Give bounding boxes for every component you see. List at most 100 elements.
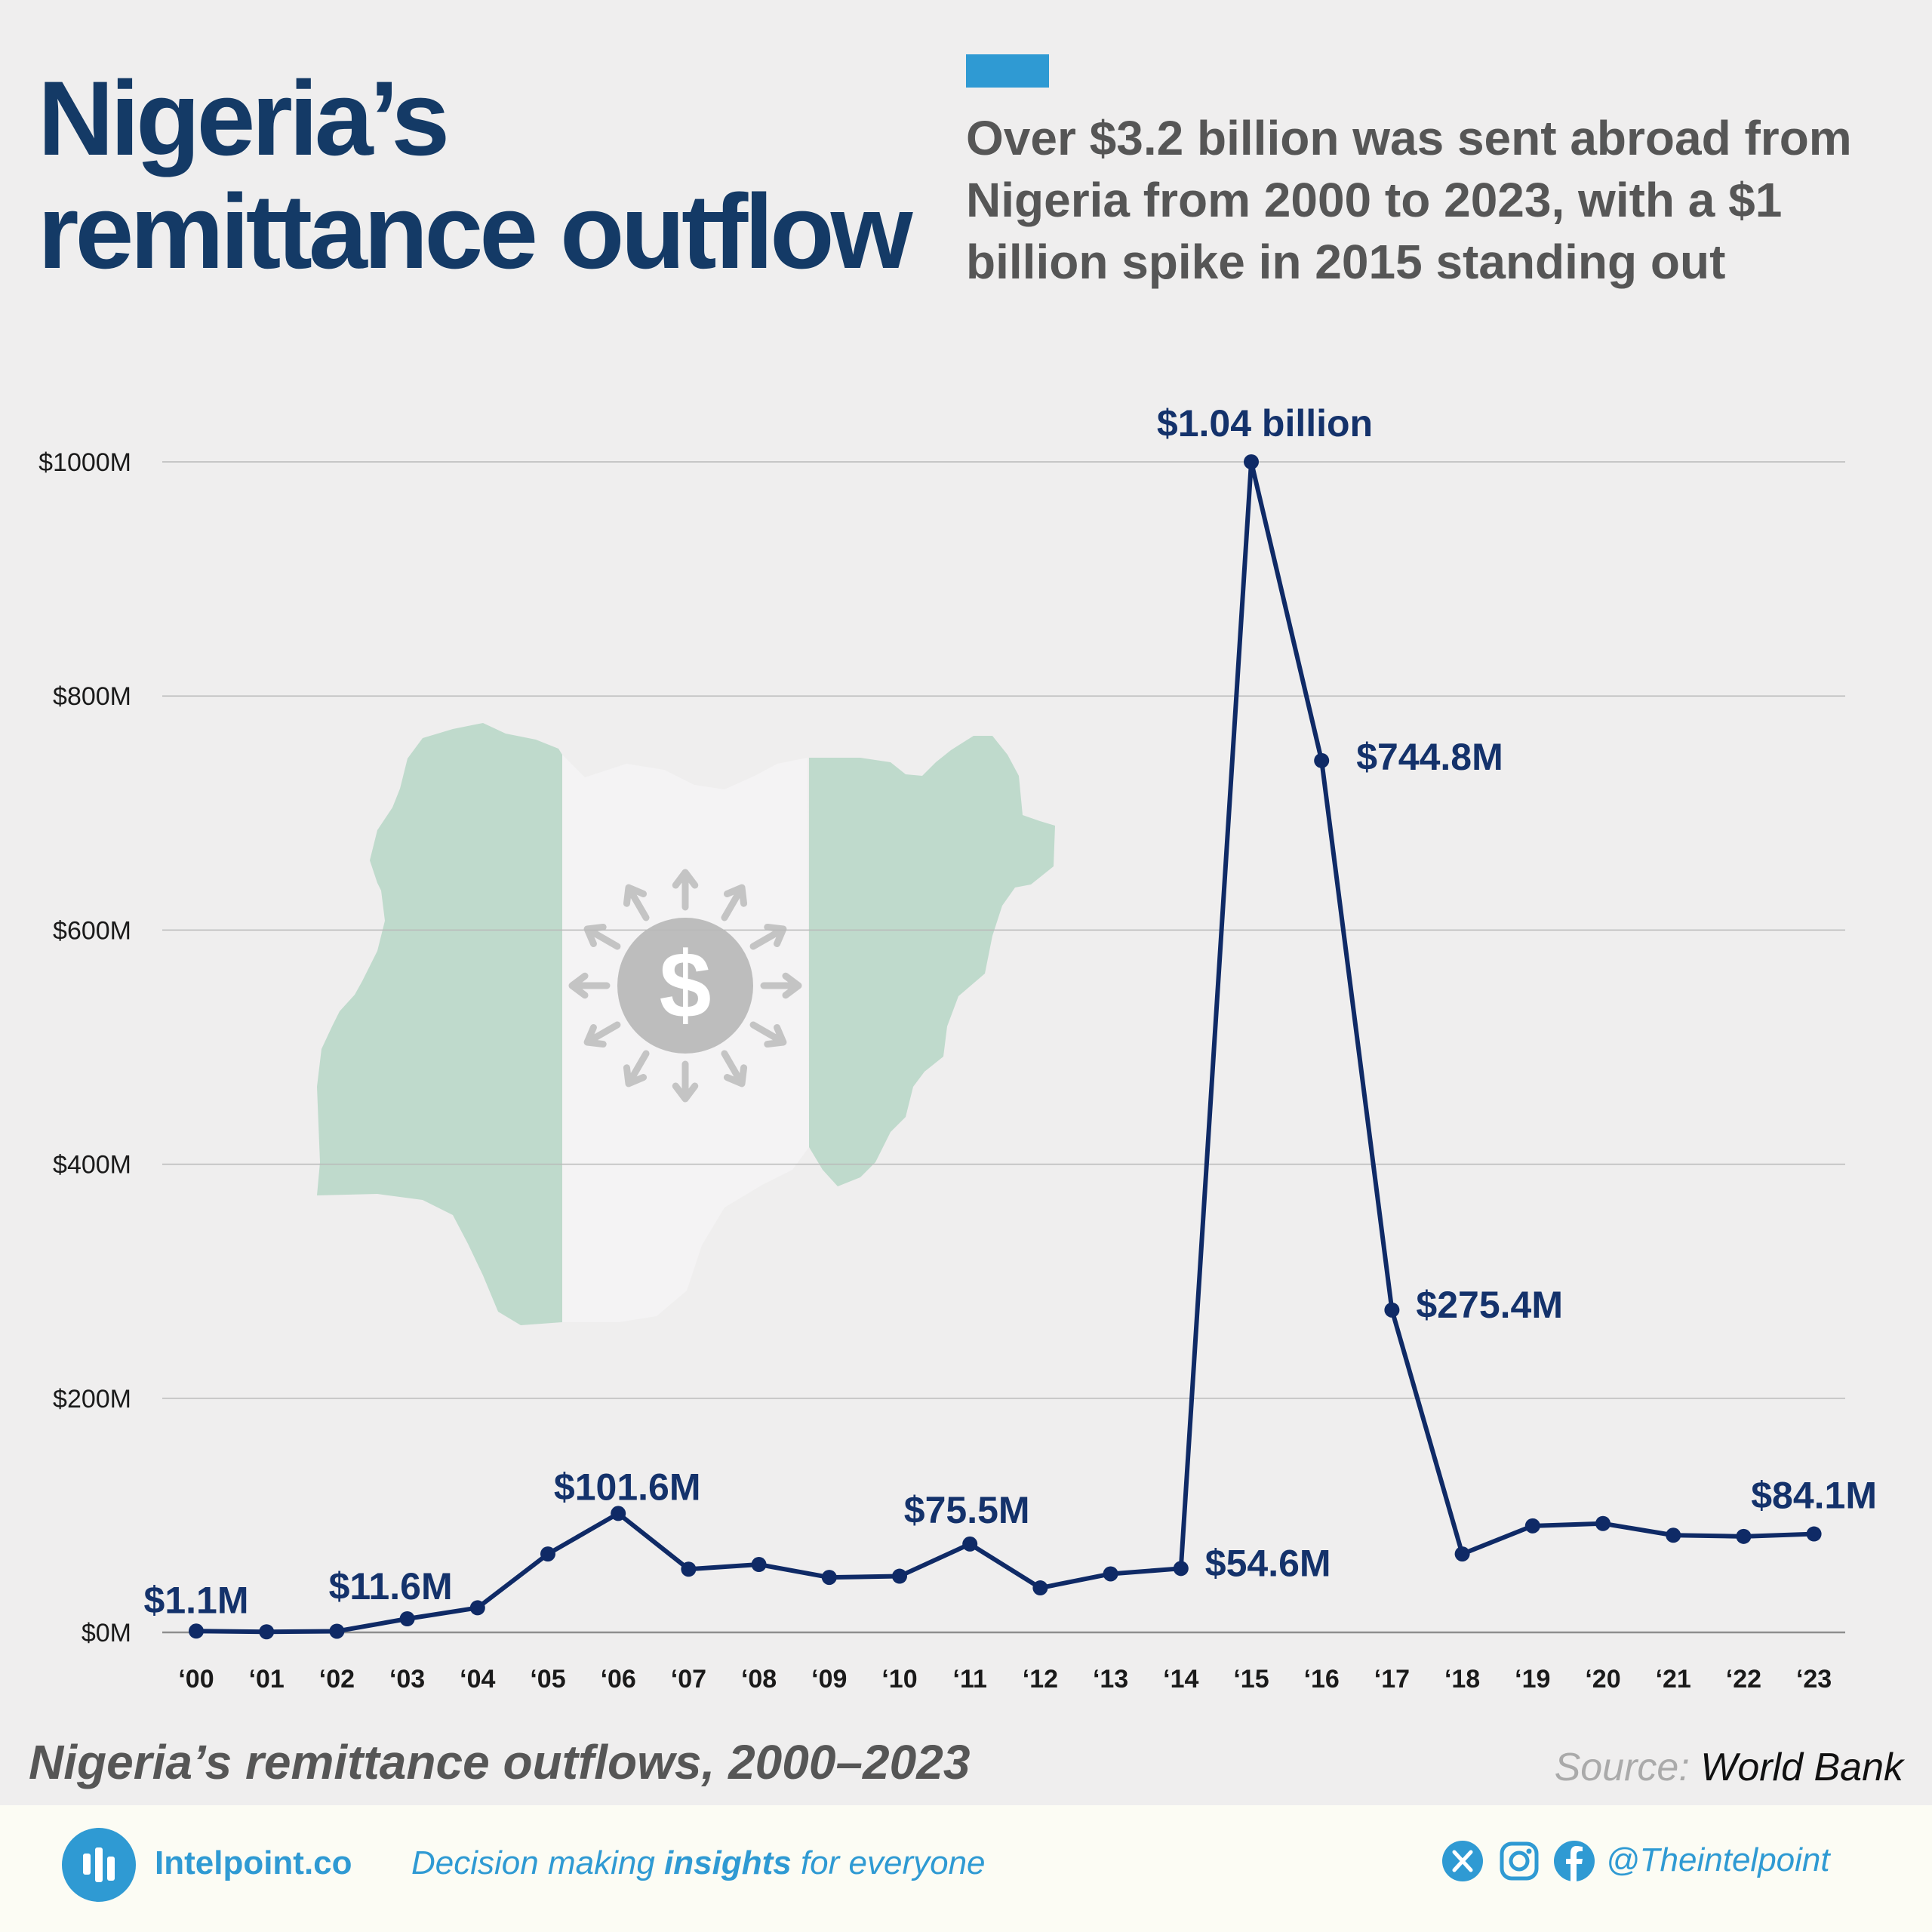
x-tick-label: ‘01	[249, 1665, 285, 1694]
x-tick-label: ‘09	[811, 1665, 847, 1694]
x-tick-label: ‘05	[530, 1665, 565, 1694]
data-point	[1032, 1580, 1048, 1596]
outflow-arrow	[721, 1050, 748, 1088]
outflow-arrow	[721, 884, 748, 921]
data-point	[189, 1623, 204, 1639]
data-point	[611, 1506, 626, 1521]
data-point	[1244, 454, 1259, 469]
subtitle: Over $3.2 billion was sent abroad from N…	[966, 111, 1852, 289]
y-tick-label: $400M	[53, 1151, 131, 1180]
x-tick-label: ‘16	[1304, 1665, 1340, 1694]
data-point	[1454, 1546, 1470, 1562]
title-line-2: remittance outflow	[38, 172, 913, 291]
y-tick-label: $1000M	[38, 448, 131, 477]
data-label: $54.6M	[1205, 1542, 1331, 1584]
x-tick-label: ‘18	[1444, 1665, 1480, 1694]
series-line	[194, 460, 1817, 1635]
x-tick-label: ‘14	[1163, 1665, 1198, 1694]
x-tick-label: ‘02	[319, 1665, 355, 1694]
data-label: $11.6M	[329, 1565, 453, 1607]
dollar-symbol: $	[660, 934, 712, 1038]
data-point	[1173, 1561, 1189, 1577]
tagline-pre: Decision making	[411, 1844, 665, 1881]
data-point	[469, 1600, 485, 1616]
outflow-arrow	[583, 1021, 621, 1048]
data-point	[1595, 1515, 1611, 1531]
x-tick-label: ‘08	[741, 1665, 777, 1694]
footer	[0, 1805, 1932, 1932]
x-tick-label: ‘03	[389, 1665, 425, 1694]
data-point	[1103, 1566, 1118, 1582]
data-point	[1384, 1302, 1400, 1318]
intelpoint-logo-icon[interactable]	[62, 1828, 136, 1902]
tagline-post: for everyone	[791, 1844, 986, 1881]
y-tick-label: $800M	[53, 682, 131, 711]
dollar-coin	[617, 918, 753, 1054]
outflow-arrow	[623, 1050, 650, 1088]
outflow-arrow	[672, 1060, 699, 1103]
x-tick-label: ‘23	[1796, 1665, 1832, 1694]
x-icon[interactable]	[1441, 1840, 1484, 1882]
x-tick-label: ‘22	[1726, 1665, 1761, 1694]
data-point	[399, 1611, 415, 1627]
data-point	[751, 1557, 767, 1573]
x-tick-label: ‘17	[1374, 1665, 1410, 1694]
data-label: $1.04 billion	[1157, 402, 1373, 445]
x-tick-label: ‘11	[953, 1665, 987, 1694]
map-east-segment	[809, 736, 1055, 1186]
data-point	[1666, 1527, 1681, 1543]
data-point	[821, 1570, 837, 1586]
source-label: Source:	[1554, 1746, 1690, 1789]
outflow-arrow	[568, 972, 611, 999]
page-title: Nigeria’s remittance outflow	[38, 62, 966, 288]
x-tick-label: ‘10	[881, 1665, 917, 1694]
x-tick-label: ‘12	[1023, 1665, 1058, 1694]
tagline: Decision making insights for everyone	[411, 1844, 986, 1882]
y-tick-label: $200M	[53, 1385, 131, 1414]
outflow-arrow	[623, 884, 650, 921]
data-point	[329, 1623, 345, 1639]
x-tick-label: ‘04	[460, 1665, 495, 1694]
accent-bar	[966, 54, 1049, 88]
x-tick-label: ‘19	[1515, 1665, 1550, 1694]
map-west-segment	[317, 723, 562, 1325]
data-point	[259, 1624, 275, 1640]
x-tick-label: ‘15	[1233, 1665, 1269, 1694]
data-label: $84.1M	[1751, 1475, 1877, 1517]
outflow-arrow	[749, 923, 787, 950]
data-label: $1.1M	[144, 1579, 249, 1621]
data-label: $275.4M	[1416, 1284, 1563, 1326]
chart-caption: Nigeria’s remittance outflows, 2000–2023	[29, 1735, 971, 1789]
y-tick-label: $600M	[53, 916, 131, 945]
data-point	[962, 1536, 978, 1552]
y-tick-label: $0M	[82, 1619, 131, 1647]
source-credit: Source: World Bank	[1555, 1745, 1903, 1790]
dollar-outflow-icon: $	[568, 869, 802, 1103]
x-tick-label: ‘13	[1093, 1665, 1128, 1694]
data-label: $75.5M	[904, 1489, 1030, 1531]
instagram-icon[interactable]	[1498, 1840, 1540, 1882]
data-label: $101.6M	[554, 1466, 701, 1508]
outflow-arrow	[583, 923, 621, 950]
x-tick-label: ‘07	[671, 1665, 706, 1694]
data-point	[1524, 1518, 1540, 1534]
data-point	[540, 1546, 555, 1562]
social-handle[interactable]: @Theintelpoint	[1606, 1841, 1830, 1878]
outflow-arrow	[760, 972, 802, 999]
data-point	[681, 1561, 697, 1577]
x-tick-label: ‘00	[178, 1665, 214, 1694]
data-point	[1736, 1528, 1752, 1544]
x-tick-label: ‘21	[1656, 1665, 1691, 1694]
data-point	[892, 1568, 907, 1584]
source-value: World Bank	[1700, 1746, 1903, 1789]
data-point	[1314, 752, 1330, 768]
x-tick-label: ‘20	[1585, 1665, 1620, 1694]
brand-link[interactable]: Intelpoint.co	[155, 1844, 352, 1881]
outflow-arrow	[672, 869, 699, 911]
tagline-bold: insights	[664, 1844, 792, 1881]
x-tick-label: ‘06	[601, 1665, 636, 1694]
facebook-icon[interactable]	[1553, 1840, 1595, 1882]
line-chart: $ $0M $200M $400M $600M $800M $1000M ‘00 ‘01 ‘0…	[38, 402, 1877, 1694]
data-point	[1806, 1526, 1822, 1542]
outflow-arrow	[749, 1021, 787, 1048]
